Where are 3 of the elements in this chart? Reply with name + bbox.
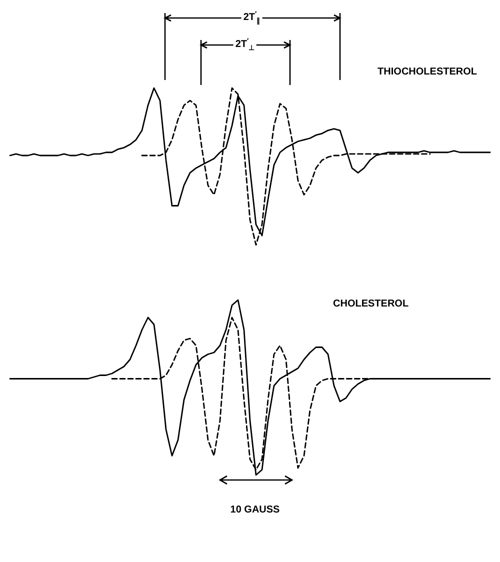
chart-title: CHOLESTEROL [333,298,409,310]
text: 10 GAUSS [228,504,282,516]
chart-title: THIOCHOLESTEROL [378,66,478,78]
